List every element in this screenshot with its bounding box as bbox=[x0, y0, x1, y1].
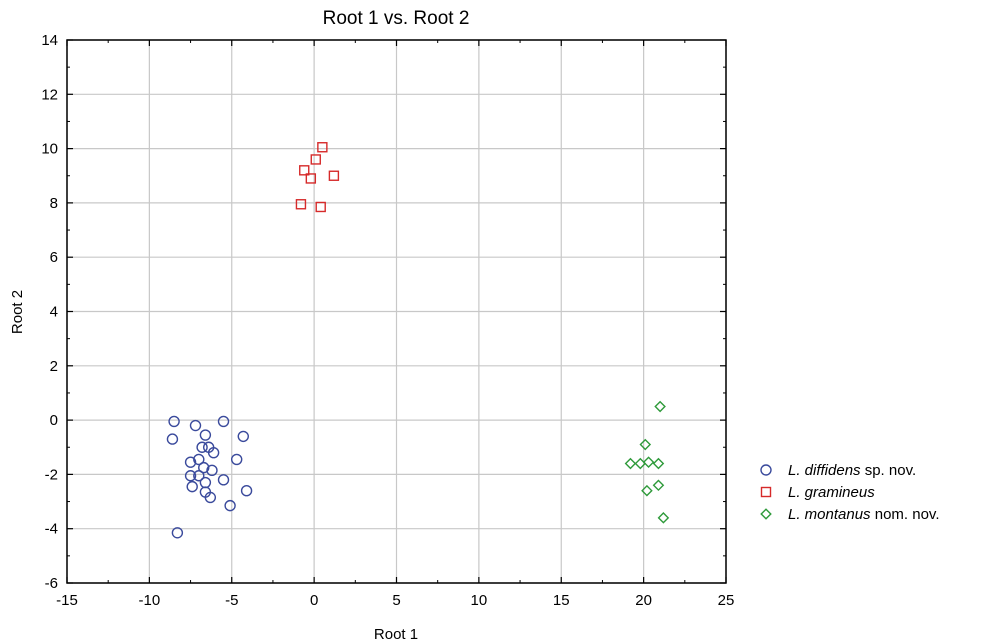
point-l-diffidens bbox=[189, 419, 202, 432]
point-l-gramineus bbox=[299, 165, 310, 176]
legend-marker-l-gramineus bbox=[760, 486, 772, 498]
point-l-diffidens bbox=[193, 470, 205, 482]
y-axis-label: Root 2 bbox=[9, 290, 26, 334]
point-l-gramineus bbox=[310, 154, 321, 165]
data-points bbox=[166, 142, 670, 539]
y-tick-label: -6 bbox=[45, 575, 58, 592]
point-l-montanus bbox=[641, 484, 653, 497]
y-tick-label: -2 bbox=[45, 466, 58, 483]
legend-label-l-gramineus: L. gramineus bbox=[788, 484, 875, 501]
point-l-diffidens bbox=[186, 480, 198, 493]
point-l-diffidens bbox=[168, 415, 180, 428]
point-l-diffidens bbox=[166, 433, 179, 445]
point-l-diffidens bbox=[217, 474, 230, 486]
point-l-montanus bbox=[657, 512, 670, 524]
y-tick-label: -4 bbox=[45, 521, 58, 538]
legend-label-suffix: nom. nov. bbox=[871, 506, 940, 523]
point-l-montanus bbox=[652, 457, 665, 470]
legend-label-suffix: sp. nov. bbox=[861, 462, 917, 479]
y-tick-label: 10 bbox=[41, 141, 58, 158]
y-tick-label: 8 bbox=[50, 195, 58, 212]
y-tick-label: 2 bbox=[50, 358, 58, 375]
x-tick-label: 0 bbox=[310, 592, 318, 609]
point-l-diffidens bbox=[224, 499, 236, 512]
point-l-gramineus bbox=[317, 142, 328, 153]
x-tick-label: 15 bbox=[553, 592, 570, 609]
point-l-montanus bbox=[654, 400, 666, 413]
x-tick-label: -5 bbox=[225, 592, 238, 609]
chart-title: Root 1 vs. Root 2 bbox=[323, 8, 470, 29]
point-l-diffidens bbox=[199, 429, 212, 441]
point-l-diffidens bbox=[193, 453, 205, 466]
x-tick-label: 20 bbox=[635, 592, 652, 609]
axis-ticks: -15 -10 -5 0 5 10 15 20 25 -6 -4 -2 0 2 4 6 8 10 12 14 bbox=[41, 32, 734, 609]
gridlines bbox=[66, 39, 727, 584]
x-tick-label: 10 bbox=[471, 592, 488, 609]
point-l-gramineus bbox=[315, 201, 326, 213]
point-l-diffidens bbox=[240, 484, 253, 497]
point-l-diffidens bbox=[230, 453, 243, 466]
legend-label-italic: L. diffidens bbox=[788, 462, 861, 479]
x-tick-label: -10 bbox=[139, 592, 161, 609]
point-l-diffidens bbox=[206, 464, 218, 477]
legend: L. diffidens sp. nov. L. gramineus L. mont… bbox=[760, 462, 939, 523]
point-l-montanus bbox=[624, 457, 637, 470]
point-l-gramineus bbox=[305, 173, 317, 184]
y-tick-label: 0 bbox=[50, 412, 58, 429]
point-l-diffidens bbox=[237, 430, 249, 443]
legend-label-l-diffidens: L. diffidens sp. nov. bbox=[788, 462, 916, 479]
point-l-montanus bbox=[652, 479, 665, 492]
point-l-montanus bbox=[642, 456, 655, 468]
point-l-diffidens bbox=[207, 446, 220, 459]
point-l-montanus bbox=[639, 438, 652, 451]
legend-marker-l-diffidens bbox=[760, 464, 772, 476]
point-l-diffidens bbox=[184, 456, 197, 468]
legend-label-l-montanus: L. montanus nom. nov. bbox=[788, 506, 939, 523]
point-l-diffidens bbox=[171, 527, 184, 539]
point-l-diffidens bbox=[198, 461, 210, 474]
point-l-diffidens bbox=[204, 491, 217, 504]
x-axis-label: Root 1 bbox=[374, 626, 418, 643]
y-tick-label: 12 bbox=[41, 86, 58, 103]
y-tick-label: 6 bbox=[50, 249, 58, 266]
x-tick-label: 5 bbox=[392, 592, 400, 609]
point-l-gramineus bbox=[328, 170, 340, 181]
point-l-gramineus bbox=[295, 199, 307, 210]
legend-marker-l-montanus bbox=[760, 508, 772, 520]
x-tick-label: -15 bbox=[56, 592, 78, 609]
legend-label-italic: L. montanus bbox=[788, 506, 871, 523]
point-l-diffidens bbox=[196, 441, 208, 453]
y-tick-label: 14 bbox=[41, 32, 58, 49]
point-l-diffidens bbox=[217, 415, 230, 428]
x-tick-label: 25 bbox=[718, 592, 735, 609]
y-tick-label: 4 bbox=[50, 304, 58, 321]
legend-label-italic: L. gramineus bbox=[788, 484, 875, 501]
point-l-diffidens bbox=[184, 470, 197, 482]
point-l-diffidens bbox=[199, 476, 212, 489]
